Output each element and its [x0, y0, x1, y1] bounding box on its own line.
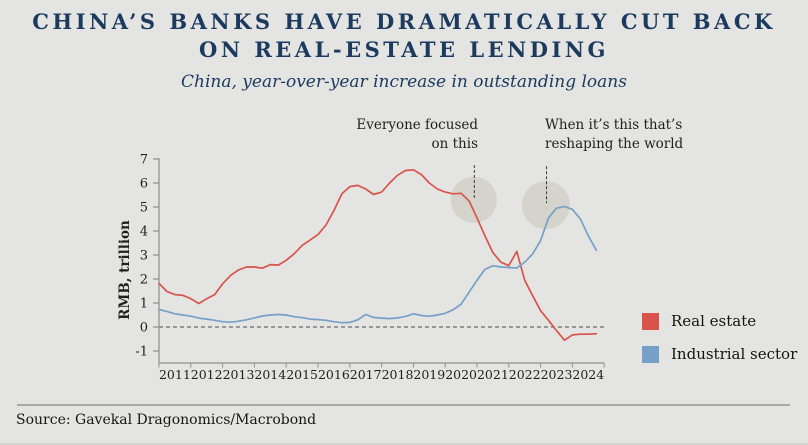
- y-tick-label: 7: [140, 153, 148, 168]
- x-tick-label: 2022: [509, 367, 541, 382]
- chart-subtitle: China, year-over-year increase in outsta…: [181, 72, 627, 92]
- highlight-circle-2: [522, 181, 571, 230]
- real-estate-line: [158, 168, 598, 342]
- real-estate-label: Real estate: [671, 312, 757, 330]
- y-tick-label: 6: [140, 177, 148, 192]
- header: CHINA’S BANKS HAVE DRAMATICALLY CUT BACK…: [0, 0, 808, 92]
- x-tick-label: 2018: [382, 367, 414, 382]
- annotation-everyone-focused: Everyone focused on this: [356, 117, 478, 152]
- x-tick-label: 2017: [350, 367, 382, 382]
- y-tick-label: 0: [140, 321, 148, 336]
- x-tick-label: 2015: [286, 367, 318, 382]
- x-tick-label: 2013: [223, 367, 255, 382]
- x-tick-label: 2016: [318, 367, 350, 382]
- chart-title: CHINA’S BANKS HAVE DRAMATICALLY CUT BACK…: [10, 8, 798, 64]
- legend: Real estate Industrial sector: [642, 312, 797, 363]
- y-tick-label: 2: [140, 273, 148, 288]
- industrial-sector-swatch: [642, 345, 659, 363]
- title-line-1: CHINA’S BANKS HAVE DRAMATICALLY CUT BACK: [32, 9, 776, 34]
- industrial-sector-line: [158, 205, 598, 324]
- x-tick-label: 2011: [159, 367, 191, 382]
- y-tick-label: -1: [135, 345, 148, 360]
- industrial-sector-label: Industrial sector: [671, 345, 798, 363]
- annotation-reshaping-world: When it’s this that’s reshaping the worl…: [545, 117, 684, 152]
- source-credit: Source: Gavekal Dragonomics/Macrobond: [16, 412, 317, 428]
- footer-divider: [17, 404, 790, 406]
- x-tick-label: 2021: [477, 367, 509, 382]
- title-line-2: ON REAL-ESTATE LENDING: [199, 37, 609, 62]
- y-tick-label: 1: [140, 297, 148, 312]
- x-tick-label: 2020: [445, 367, 477, 382]
- legend-item-industrial-sector: Industrial sector: [642, 345, 797, 363]
- y-tick-label: 3: [140, 249, 148, 264]
- x-tick-label: 2024: [572, 367, 604, 382]
- x-tick-label: 2012: [191, 367, 223, 382]
- real-estate-swatch: [642, 312, 659, 330]
- highlight-circle-1: [450, 176, 497, 223]
- x-tick-label: 2023: [541, 367, 573, 382]
- x-tick-label: 2014: [254, 367, 286, 382]
- y-tick-label: 5: [140, 201, 148, 216]
- x-tick-label: 2019: [413, 367, 445, 382]
- y-tick-label: 4: [140, 225, 148, 240]
- legend-item-real-estate: Real estate: [642, 312, 797, 330]
